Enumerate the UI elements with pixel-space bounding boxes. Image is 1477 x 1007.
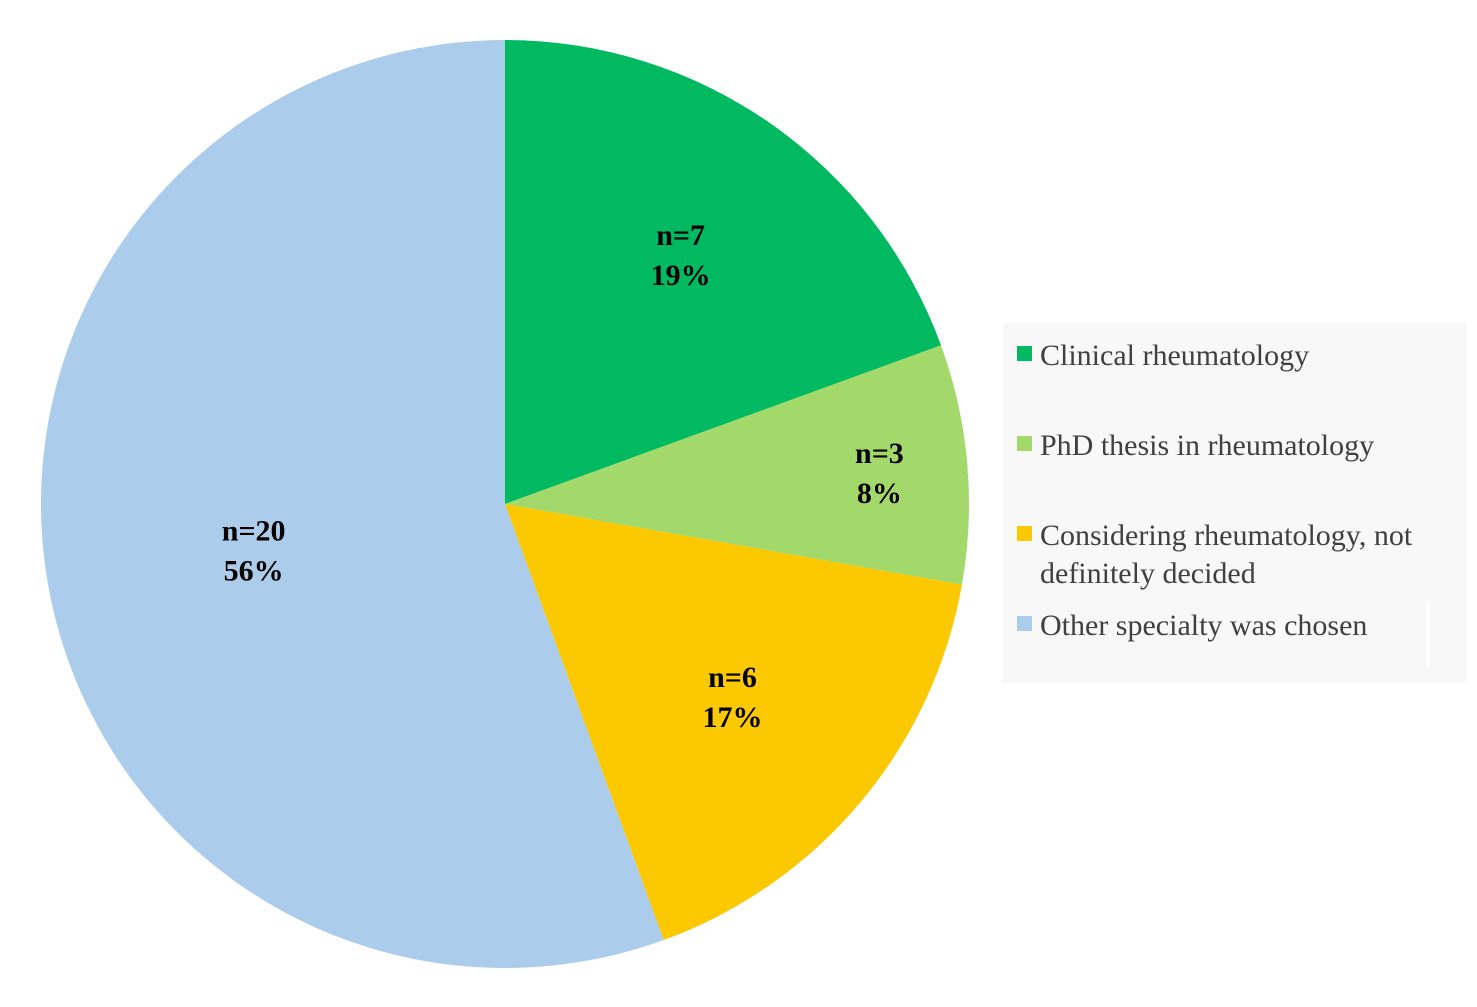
legend-swatch [1017,526,1032,541]
legend-item-phd-thesis: PhD thesis in rheumatology [1017,427,1467,465]
pie-slice-considering-rheumatology-not-definitely-decided [505,504,962,941]
slice-percent-label: 19% [651,259,711,292]
pie-data-labels: n=7 19% n=3 8% n=6 17% n=20 56% [222,219,904,734]
pie-slice-other-specialty-was-chosen [41,40,664,969]
legend-item-clinical-rheumatology: Clinical rheumatology [1017,337,1467,375]
slice-count-label: n=3 [855,437,904,470]
legend-item-considering-rheumatology: Considering rheumatology, not definitely… [1017,517,1467,593]
pie-slice-phd-thesis-in-rheumatology [505,345,970,585]
slice-count-label: n=6 [708,661,757,694]
legend-label: Clinical rheumatology [1040,339,1310,372]
slice-percent-label: 56% [224,554,284,587]
slice-percent-label: 17% [702,701,762,734]
legend-swatch [1017,616,1032,631]
legend-label: PhD thesis in rheumatology [1040,429,1375,462]
chart-legend: Clinical rheumatology PhD thesis in rheu… [1003,323,1467,683]
legend-swatch [1017,346,1032,361]
legend-label: Considering rheumatology, not definitely… [1040,519,1413,590]
slice-count-label: n=20 [222,514,286,547]
slice-count-label: n=7 [656,219,705,252]
slice-percent-label: 8% [857,477,902,510]
pie-slices [41,40,970,969]
legend-swatch [1017,436,1032,451]
legend-label: Other specialty was chosen [1040,609,1368,642]
legend-item-other-specialty: Other specialty was chosen [1017,607,1467,645]
pie-slice-clinical-rheumatology [505,40,942,504]
legend-divider [1426,602,1430,666]
